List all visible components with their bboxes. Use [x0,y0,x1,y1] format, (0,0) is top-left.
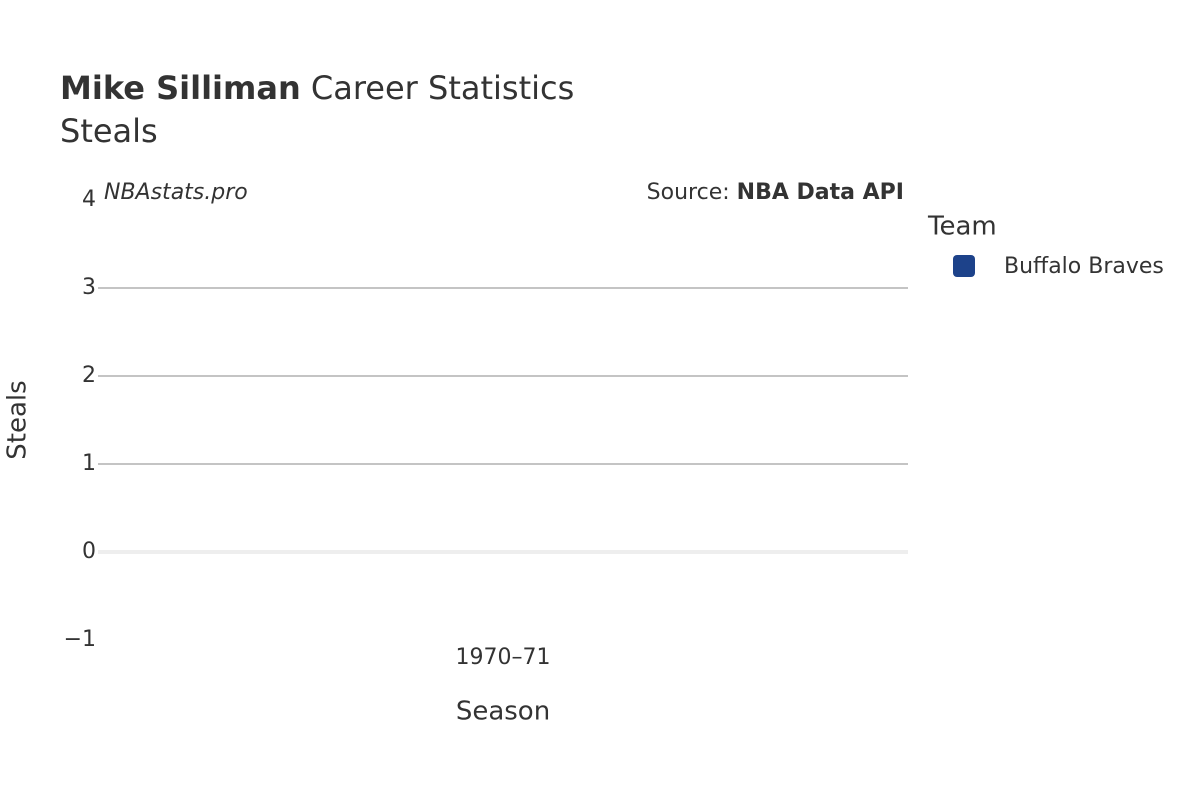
title-bold: Mike Silliman [60,69,301,107]
y-tick-label: 3 [82,275,96,300]
y-tick-label: 4 [82,187,96,212]
legend-title: Team [927,212,997,242]
x-axis-title: Season [456,697,550,727]
legend-label: Buffalo Braves [1004,254,1164,279]
y-axis-title: Steals [3,380,33,459]
x-tick-label: 1970–71 [456,645,551,670]
watermark: NBAstats.pro [104,180,248,205]
legend-swatch [953,255,975,277]
y-tick-label: −1 [64,627,96,652]
y-tick-label: 0 [82,539,96,564]
title-rest: Career Statistics [311,69,574,107]
source-label: Source: [647,180,730,205]
chart-subtitle: Steals [60,112,158,150]
y-tick-label: 2 [82,363,96,388]
source-name: NBA Data API [737,180,904,205]
source-note: Source: NBA Data API [647,180,904,205]
chart-title: Mike Silliman Career Statistics [60,69,574,107]
y-tick-label: 1 [82,451,96,476]
